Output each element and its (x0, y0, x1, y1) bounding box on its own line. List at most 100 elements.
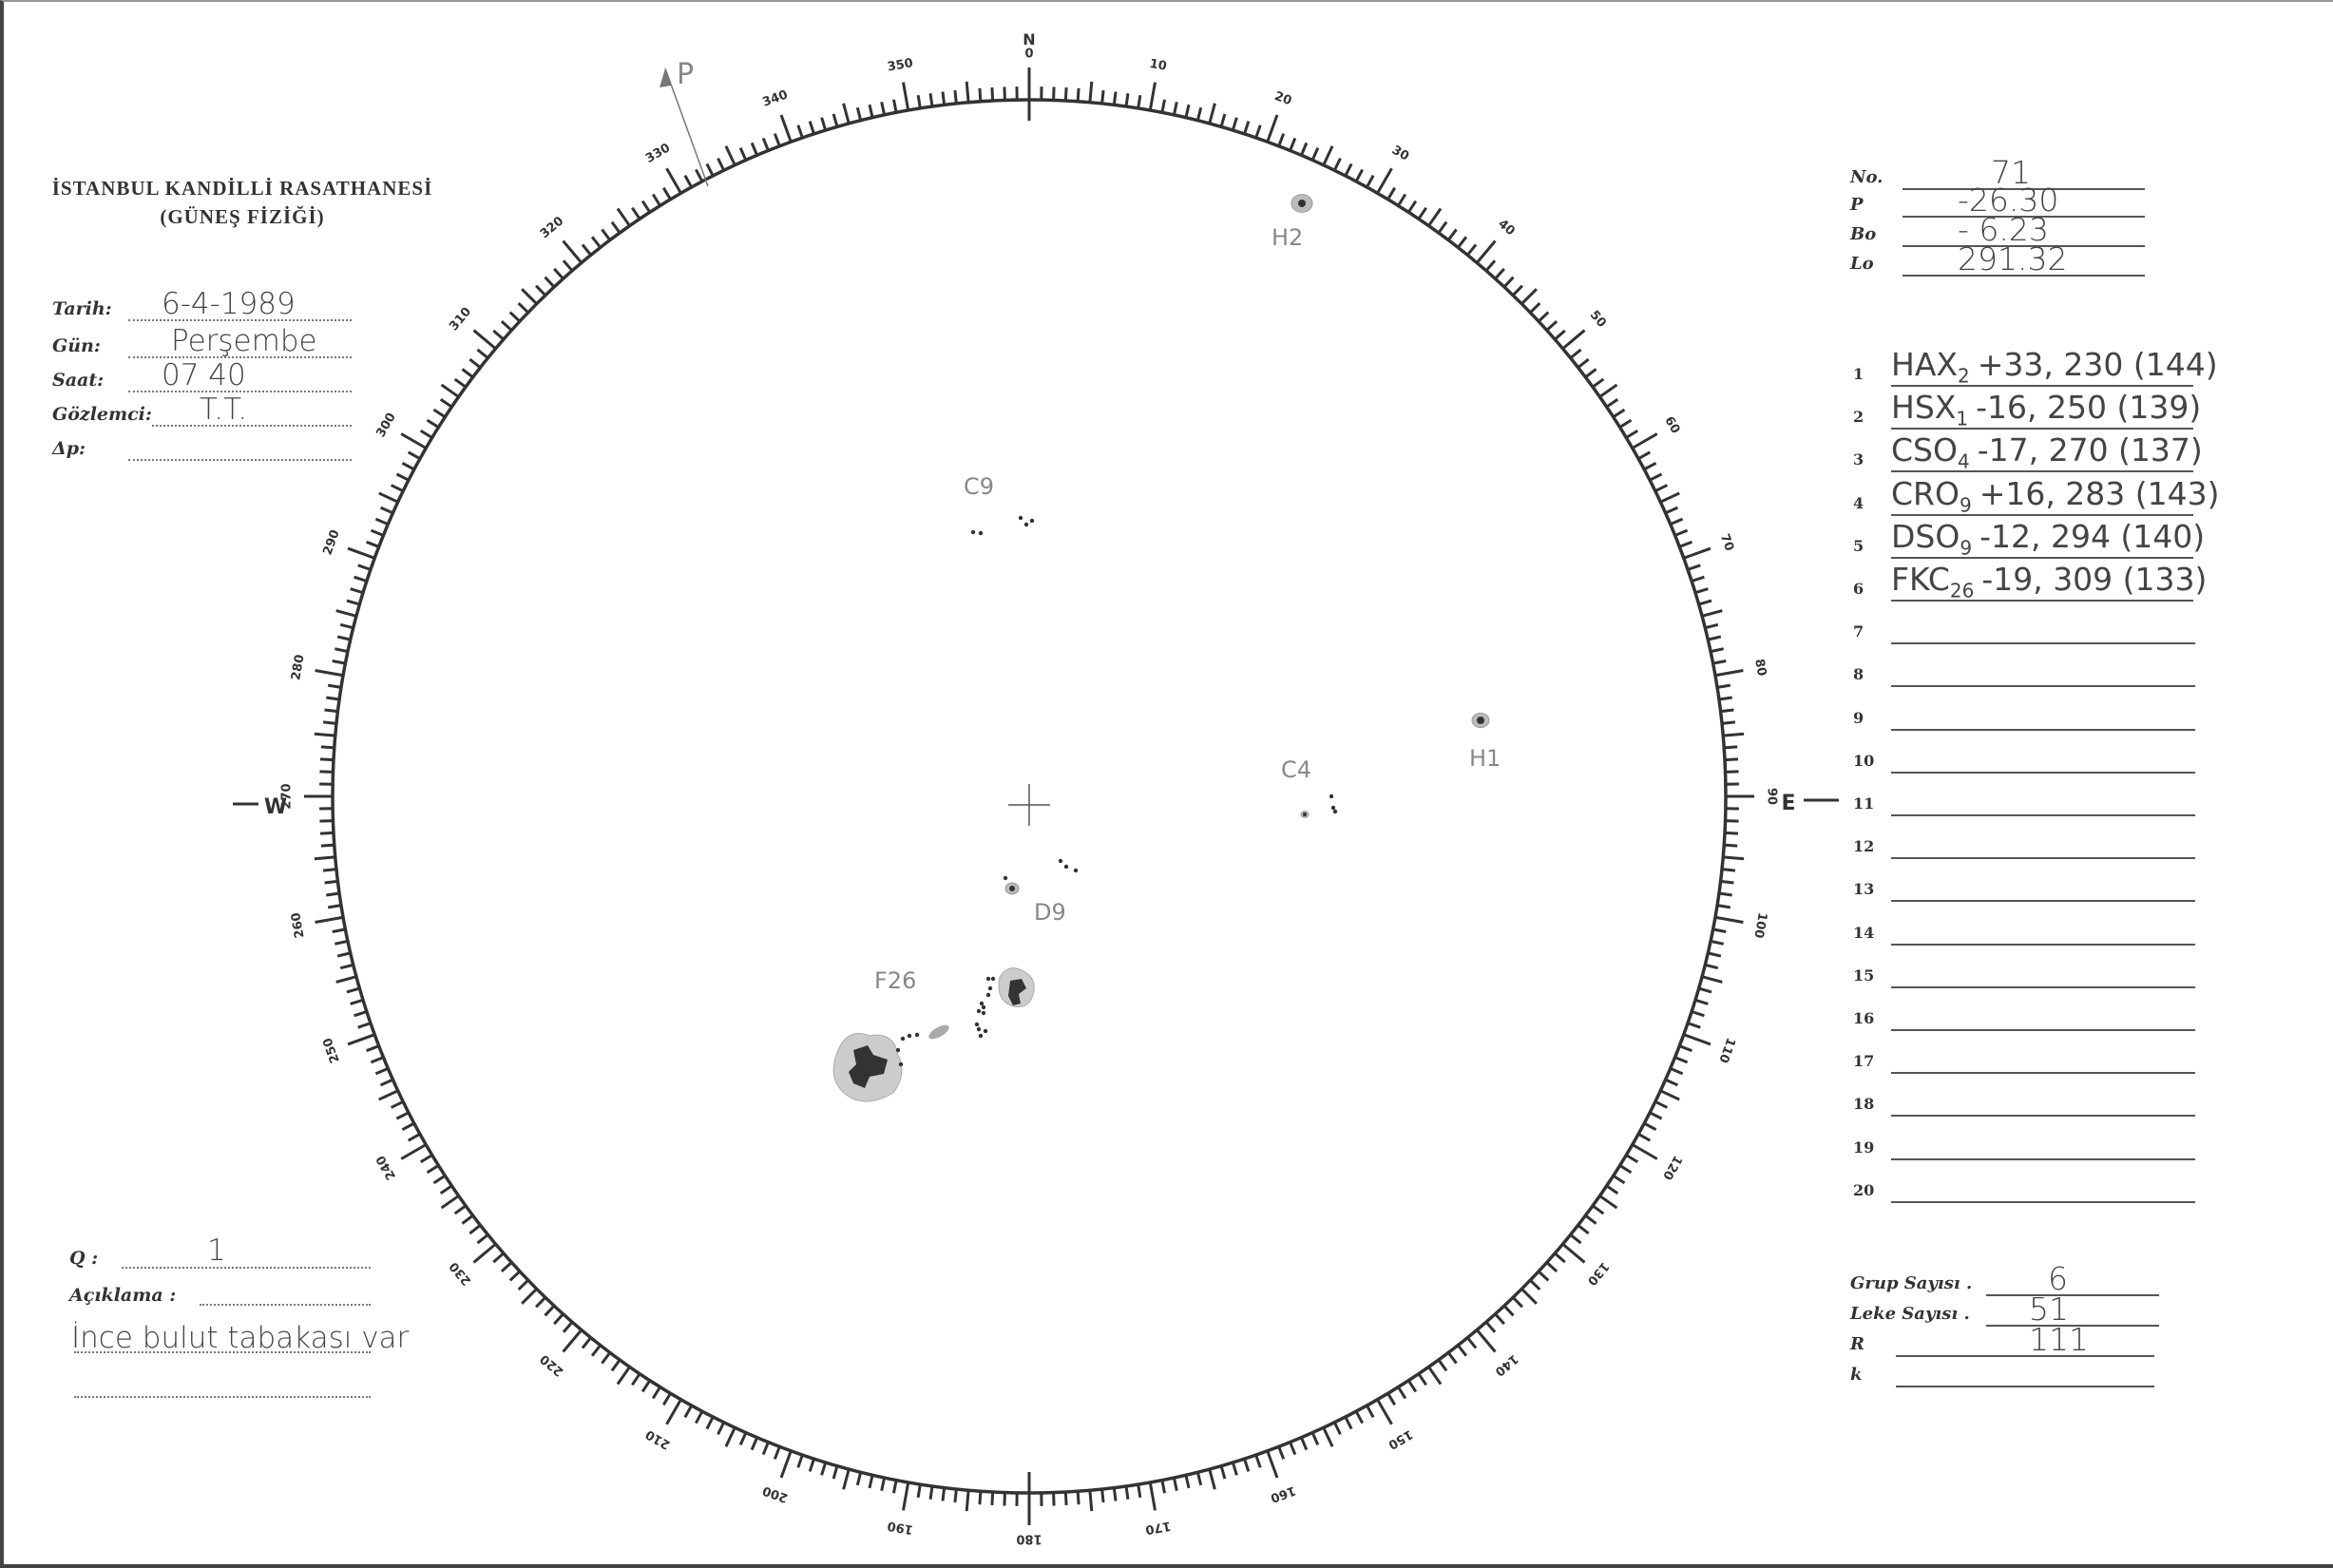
scale-tick (1513, 286, 1522, 296)
pore (979, 1034, 983, 1038)
scale-tick (1675, 530, 1688, 535)
pore (915, 1033, 919, 1037)
scale-tick (1256, 125, 1261, 138)
scale-tick (602, 1352, 609, 1363)
scale-tick (554, 269, 563, 278)
scale-tick (1530, 1280, 1539, 1290)
summary-label: R (1850, 1334, 1864, 1354)
spot-group-label: C9 (964, 473, 994, 500)
scale-tick (536, 1297, 545, 1307)
scale-tick (367, 542, 379, 546)
scale-label: 140 (1492, 1351, 1520, 1379)
group-line (1891, 986, 2195, 988)
scale-tick (442, 1195, 459, 1208)
pore (1064, 865, 1068, 869)
scale-tick (1563, 331, 1585, 349)
group-class: HSX (1891, 389, 1956, 426)
field-line (128, 459, 352, 461)
scale-tick (612, 1360, 620, 1370)
scale-tick (1138, 1484, 1140, 1498)
scale-tick (493, 1253, 504, 1262)
scale-tick (1256, 1455, 1261, 1467)
scale-tick (1699, 601, 1712, 604)
west-label: W (264, 795, 287, 819)
scale-tick (381, 1080, 393, 1085)
scale-tick (1705, 965, 1718, 967)
scale-tick (325, 710, 338, 712)
group-class: FKC (1891, 561, 1950, 598)
pore (1331, 806, 1335, 810)
pore (1329, 794, 1333, 798)
east-label: E (1781, 792, 1795, 815)
scale-label: 230 (447, 1259, 474, 1288)
summary-label: Grup Sayısı . (1850, 1273, 1972, 1293)
scale-tick (893, 100, 896, 113)
scale-tick (1174, 102, 1176, 115)
scale-tick (966, 1490, 968, 1511)
scale-tick (1650, 1113, 1661, 1119)
scale-tick (1725, 759, 1738, 760)
scale-tick (1719, 698, 1732, 699)
umbra (1303, 813, 1307, 816)
summary-label: Leke Sayısı . (1850, 1304, 1970, 1324)
scale-tick (1504, 1306, 1514, 1315)
scale-tick (564, 1330, 582, 1352)
scale-tick (857, 1472, 860, 1485)
scale-tick (320, 832, 334, 833)
scale-tick (333, 929, 346, 932)
scale-tick (316, 671, 344, 676)
scale-label: 260 (289, 911, 307, 939)
scale-tick (536, 286, 545, 296)
scale-tick (632, 1374, 640, 1386)
scale-tick (1711, 649, 1724, 652)
scale-tick (1626, 430, 1637, 437)
group-number: 11 (1853, 794, 1874, 813)
field-label: Δp: (52, 438, 86, 459)
scale-tick (1644, 1123, 1655, 1130)
scale-tick (348, 1035, 374, 1044)
scale-tick (1578, 1225, 1589, 1233)
scale-tick (1467, 1338, 1476, 1348)
scale-tick (1356, 169, 1363, 181)
scale-tick (348, 548, 374, 558)
scale-tick (1367, 1405, 1373, 1417)
scale-tick (1477, 1330, 1495, 1352)
p-axis-label: P (677, 58, 694, 91)
scale-tick (1571, 1234, 1581, 1243)
scale-label: 0 (1024, 48, 1033, 62)
scale-tick (1547, 1262, 1557, 1271)
scale-tick (1702, 611, 1722, 617)
scale-tick (1708, 637, 1721, 640)
scale-tick (1419, 208, 1426, 220)
scale-tick (955, 1489, 956, 1502)
scale-tick (392, 1101, 404, 1107)
scale-tick (718, 1423, 724, 1435)
scale-tick (564, 260, 572, 271)
scale-tick (1324, 146, 1332, 165)
scale-tick (545, 277, 555, 287)
pore (982, 1005, 985, 1009)
group-number: 19 (1853, 1138, 1874, 1157)
scale-tick (696, 169, 702, 181)
group-line (1891, 944, 2195, 946)
scale-label: 350 (887, 56, 914, 74)
scale-tick (943, 92, 945, 105)
scale-tick (462, 369, 472, 376)
scale-tick (1650, 474, 1661, 480)
scale-tick (347, 988, 359, 992)
pore (982, 1011, 985, 1015)
scale-tick (1346, 163, 1351, 175)
scale-tick (1078, 1491, 1079, 1504)
scale-label: 180 (1016, 1532, 1042, 1546)
scale-label: 210 (643, 1426, 673, 1452)
scale-tick (315, 857, 335, 859)
scale-tick (1702, 977, 1722, 983)
pore (975, 1023, 979, 1026)
scale-tick (1428, 209, 1441, 226)
scale-tick (653, 1387, 660, 1399)
field-value: Perşembe (171, 324, 317, 358)
scale-tick (428, 420, 439, 427)
scale-tick (980, 1491, 981, 1504)
group-number: 7 (1853, 622, 1864, 641)
scale-tick (474, 331, 496, 349)
